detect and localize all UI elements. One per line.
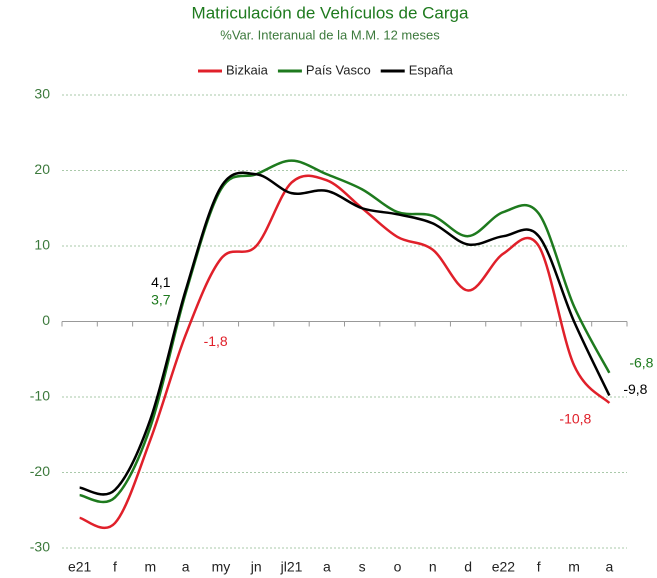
x-tick-label: e22 bbox=[492, 559, 516, 575]
x-tick-label: o bbox=[394, 559, 402, 575]
y-tick-label: -20 bbox=[30, 463, 50, 479]
series-line bbox=[79, 174, 611, 530]
y-tick-label: -10 bbox=[30, 388, 50, 404]
data-label: 3,7 bbox=[151, 291, 171, 307]
x-tick-label: n bbox=[429, 559, 437, 575]
x-tick-label: a bbox=[182, 559, 190, 575]
legend-label: Bizkaia bbox=[226, 62, 269, 77]
x-tick-label: d bbox=[464, 559, 472, 575]
x-tick-label: my bbox=[212, 559, 231, 575]
y-tick-label: 30 bbox=[34, 86, 50, 102]
x-tick-label: f bbox=[113, 559, 117, 575]
legend-label: País Vasco bbox=[306, 62, 371, 77]
data-label: -10,8 bbox=[559, 411, 591, 427]
chart-title: Matriculación de Vehículos de Carga bbox=[192, 3, 469, 22]
chart-subtitle: %Var. Interanual de la M.M. 12 meses bbox=[220, 27, 440, 42]
data-label: -1,8 bbox=[204, 333, 228, 349]
x-tick-label: a bbox=[323, 559, 331, 575]
x-tick-label: a bbox=[605, 559, 613, 575]
y-tick-label: 0 bbox=[42, 312, 50, 328]
series-line bbox=[79, 159, 611, 504]
x-tick-label: jn bbox=[250, 559, 262, 575]
series-line bbox=[79, 171, 611, 496]
x-tick-label: jl21 bbox=[280, 559, 303, 575]
x-tick-label: m bbox=[568, 559, 580, 575]
y-tick-label: 20 bbox=[34, 161, 50, 177]
data-label: -6,8 bbox=[629, 355, 653, 371]
y-tick-label: -30 bbox=[30, 539, 50, 555]
x-tick-label: s bbox=[359, 559, 366, 575]
data-label: -9,8 bbox=[623, 381, 647, 397]
legend-label: España bbox=[409, 62, 454, 77]
y-tick-label: 10 bbox=[34, 237, 50, 253]
x-tick-label: m bbox=[144, 559, 156, 575]
data-label: 4,1 bbox=[151, 274, 171, 290]
x-tick-label: f bbox=[537, 559, 541, 575]
x-tick-label: e21 bbox=[68, 559, 92, 575]
